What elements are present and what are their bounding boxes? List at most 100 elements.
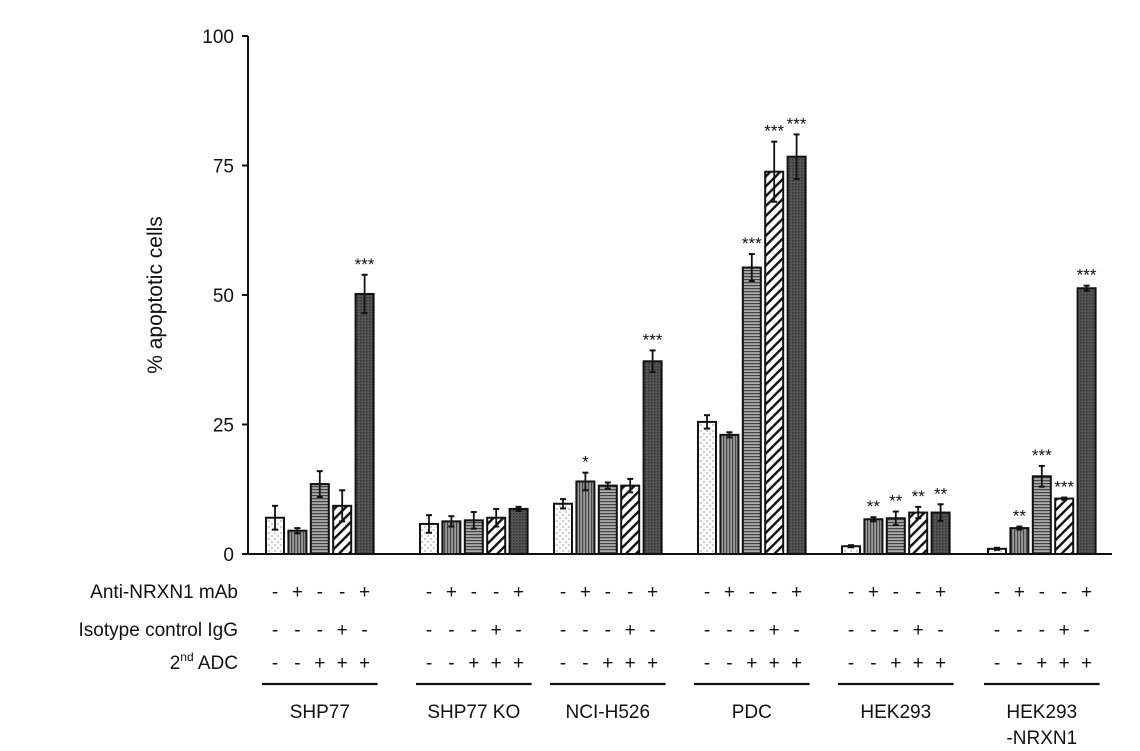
- condition-sign: -: [1061, 582, 1067, 603]
- condition-sign: -: [1039, 582, 1045, 603]
- error-bar: [1083, 284, 1090, 292]
- bar: [786, 155, 807, 555]
- y-tick-label: 25: [213, 416, 234, 437]
- error-bar: [294, 527, 301, 535]
- condition-sign: +: [580, 582, 591, 603]
- bar: [642, 360, 663, 555]
- condition-sign: -: [515, 620, 521, 641]
- significance-marker: **: [867, 497, 881, 516]
- condition-sign: -: [317, 620, 323, 641]
- condition-label: Anti-NRXN1 mAb: [90, 582, 238, 603]
- condition-sign: +: [868, 582, 879, 603]
- condition-sign: -: [870, 620, 876, 641]
- error-bar: [1016, 525, 1023, 531]
- x-category-label: PDC: [732, 702, 772, 723]
- condition-sign: +: [1036, 653, 1047, 674]
- error-bar: [604, 481, 611, 490]
- condition-sign: +: [1081, 582, 1092, 603]
- condition-sign: -: [793, 620, 799, 641]
- error-bar: [515, 505, 522, 513]
- bar: [553, 502, 573, 555]
- condition-sign: +: [625, 620, 636, 641]
- error-bar: [361, 273, 368, 315]
- significance-marker: ***: [1032, 446, 1052, 465]
- error-bar: [748, 253, 755, 283]
- x-category-label: NCI-H526: [566, 702, 650, 723]
- condition-sign: +: [602, 653, 613, 674]
- error-bar: [994, 546, 1000, 551]
- significance-marker: ***: [764, 122, 784, 141]
- error-bar: [470, 511, 477, 530]
- bar: [1031, 475, 1052, 555]
- error-bar: [915, 505, 922, 520]
- bar: [741, 266, 762, 555]
- condition-sign: -: [339, 582, 345, 603]
- condition-sign: -: [937, 620, 943, 641]
- condition-sign: -: [560, 582, 566, 603]
- condition-sign: +: [292, 582, 303, 603]
- error-bar: [1038, 464, 1045, 488]
- bar: [354, 292, 375, 555]
- error-bar: [448, 515, 455, 528]
- significance-marker: **: [934, 484, 948, 503]
- error-bar: [870, 516, 877, 523]
- condition-sign: +: [647, 653, 658, 674]
- condition-sign: -: [272, 582, 278, 603]
- condition-sign: +: [913, 620, 924, 641]
- condition-sign: -: [582, 620, 588, 641]
- condition-sign: -: [426, 653, 432, 674]
- error-bar: [582, 471, 589, 492]
- condition-sign: +: [1059, 653, 1070, 674]
- x-category-label: HEK293: [1006, 702, 1077, 723]
- error-bar: [704, 414, 710, 430]
- condition-sign: +: [647, 582, 658, 603]
- significance-marker: ***: [742, 234, 762, 253]
- error-bar: [627, 477, 634, 494]
- bar: [1054, 497, 1075, 556]
- y-tick-label: 100: [202, 27, 234, 48]
- condition-sign: +: [468, 653, 479, 674]
- condition-sign: -: [915, 582, 921, 603]
- condition-sign: +: [935, 653, 946, 674]
- condition-sign: +: [491, 620, 502, 641]
- significance-marker: ***: [787, 114, 807, 133]
- condition-sign: +: [491, 653, 502, 674]
- condition-sign: -: [1016, 620, 1022, 641]
- condition-sign: -: [749, 582, 755, 603]
- significance-marker: **: [1013, 507, 1027, 526]
- condition-sign: -: [493, 582, 499, 603]
- condition-sign: -: [704, 582, 710, 603]
- significance-marker: ***: [1077, 266, 1097, 285]
- condition-sign: -: [426, 582, 432, 603]
- condition-sign: -: [893, 620, 899, 641]
- condition-sign: -: [994, 620, 1000, 641]
- x-category-label: SHP77: [290, 702, 350, 723]
- error-bar: [892, 510, 899, 526]
- condition-sign: -: [471, 582, 477, 603]
- condition-sign: -: [582, 653, 588, 674]
- error-bar: [649, 349, 656, 374]
- condition-sign: -: [1039, 620, 1045, 641]
- condition-sign: +: [513, 582, 524, 603]
- condition-sign: -: [848, 620, 854, 641]
- condition-label: 2nd ADC: [170, 650, 238, 674]
- condition-sign: -: [294, 620, 300, 641]
- condition-sign: -: [726, 620, 732, 641]
- y-tick-label: 75: [213, 157, 234, 178]
- condition-sign: -: [893, 582, 899, 603]
- condition-sign: -: [994, 653, 1000, 674]
- condition-sign: -: [361, 620, 367, 641]
- bar: [575, 480, 596, 556]
- condition-sign: -: [560, 620, 566, 641]
- significance-marker: ***: [1054, 478, 1074, 497]
- condition-sign: +: [1081, 653, 1092, 674]
- condition-sign: -: [448, 653, 454, 674]
- condition-sign: -: [704, 620, 710, 641]
- condition-sign: -: [848, 653, 854, 674]
- x-category-label: HEK293: [860, 702, 931, 723]
- condition-sign: +: [1059, 620, 1070, 641]
- condition-sign: +: [913, 653, 924, 674]
- condition-sign: -: [272, 620, 278, 641]
- bar: [508, 507, 529, 555]
